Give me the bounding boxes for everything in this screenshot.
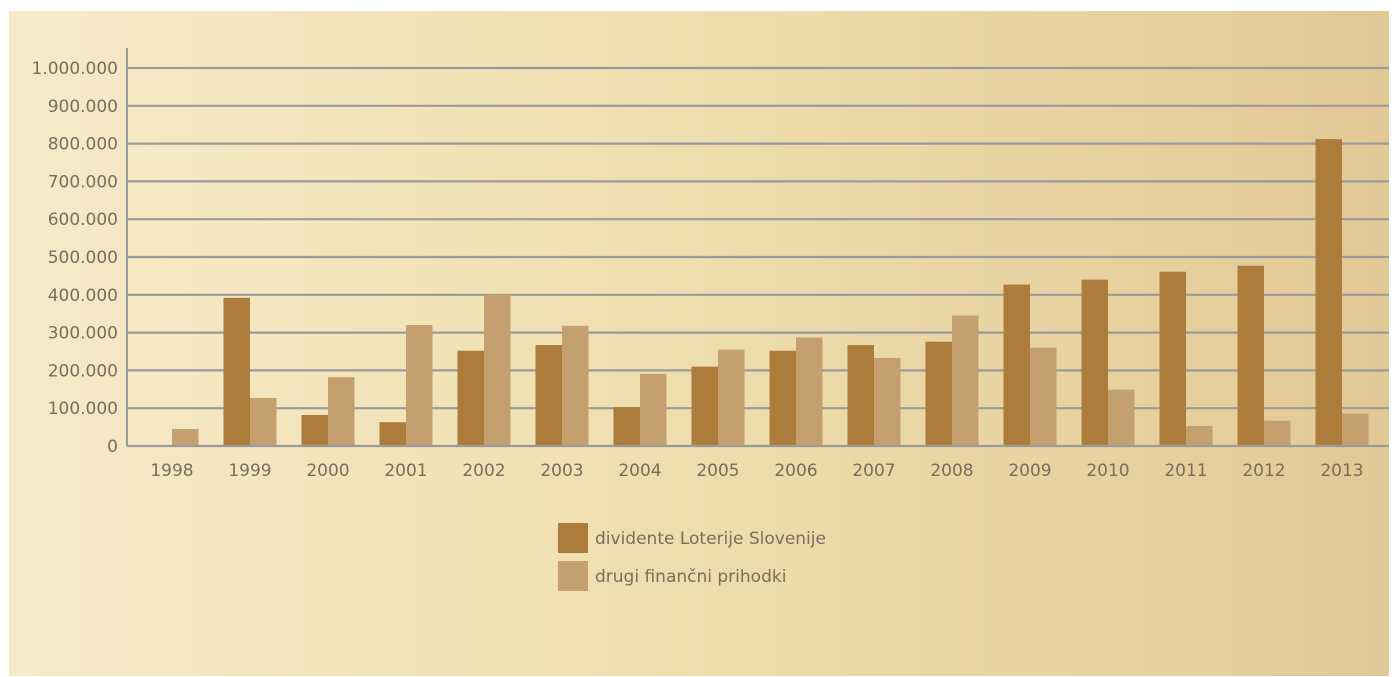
- y-tick-label: 0: [107, 437, 118, 457]
- x-tick-label: 2001: [384, 461, 427, 481]
- x-tick-labels: 1998 1999 2000 2001 2002 2003 2004 2005 2006 2007…: [150, 461, 1363, 481]
- x-tick-label: 2009: [1008, 461, 1051, 481]
- y-tick-label: 800.000: [48, 135, 118, 155]
- axes: [126, 48, 1389, 448]
- y-tick-label: 700.000: [48, 172, 118, 192]
- x-tick-label: 2000: [306, 461, 349, 481]
- x-tick-label: 2005: [696, 461, 739, 481]
- bar-other-income-2000: [328, 377, 355, 446]
- bar-dividends-2013: [1315, 139, 1342, 446]
- bar-other-income-2004: [640, 373, 667, 446]
- x-tick-label: 1998: [150, 461, 193, 481]
- x-tick-label: 1999: [228, 461, 271, 481]
- bar-other-income-2007: [874, 357, 901, 446]
- bar-dividends-2005: [691, 366, 718, 446]
- bar-dividends-2003: [535, 345, 562, 446]
- y-tick-label: 300.000: [48, 324, 118, 344]
- x-tick-label: 2002: [462, 461, 505, 481]
- y-tick-label: 500.000: [48, 248, 118, 268]
- bar-other-income-2003: [562, 325, 589, 446]
- x-tick-label: 2003: [540, 461, 583, 481]
- bar-dividends-1999: [223, 297, 250, 446]
- legend: dividente Loterije Slovenije drugi finanč…: [558, 523, 826, 591]
- grid-lines: [127, 66, 1389, 410]
- y-tick-label: 1.000.000: [31, 59, 118, 79]
- x-tick-label: 2013: [1320, 461, 1363, 481]
- bar-dividends-2010: [1081, 279, 1108, 446]
- y-tick-label: 900.000: [48, 97, 118, 117]
- x-tick-label: 2012: [1242, 461, 1285, 481]
- y-tick-label: 600.000: [48, 210, 118, 230]
- bar-dividends-2004: [613, 407, 640, 446]
- bar-other-income-1998: [172, 428, 199, 446]
- y-tick-label: 400.000: [48, 286, 118, 306]
- legend-swatch: [558, 523, 588, 553]
- bar-other-income-2005: [718, 349, 745, 446]
- x-tick-label: 2011: [1164, 461, 1207, 481]
- bar-dividends-2006: [769, 350, 796, 446]
- bar-dividends-2002: [457, 350, 484, 446]
- legend-swatch: [558, 561, 588, 591]
- bar-other-income-2012: [1264, 420, 1291, 446]
- x-tick-label: 2004: [618, 461, 661, 481]
- bar-dividends-2000: [301, 415, 328, 446]
- bar-dividends-2012: [1237, 265, 1264, 446]
- bar-other-income-2008: [952, 315, 979, 446]
- x-tick-label: 2007: [852, 461, 895, 481]
- bar-other-income-2009: [1030, 347, 1057, 446]
- bar-other-income-2002: [484, 294, 511, 446]
- bar-other-income-1999: [250, 397, 277, 446]
- y-tick-label: 100.000: [48, 399, 118, 419]
- bar-dividends-2008: [925, 341, 952, 446]
- legend-label: drugi finančni prihodki: [595, 567, 786, 587]
- x-tick-label: 2008: [930, 461, 973, 481]
- bars: [172, 139, 1369, 446]
- bar-other-income-2001: [406, 325, 433, 446]
- y-tick-label: 200.000: [48, 361, 118, 381]
- y-tick-labels: 0 100.000 200.000 300.000 400.000 500.000 600.…: [31, 59, 118, 457]
- bar-chart: 0 100.000 200.000 300.000 400.000 500.000 600.…: [31, 48, 1389, 591]
- bar-dividends-2001: [379, 422, 406, 446]
- legend-label: dividente Loterije Slovenije: [595, 529, 826, 549]
- chart-panel: 0 100.000 200.000 300.000 400.000 500.000 600.…: [9, 11, 1389, 676]
- bar-other-income-2006: [796, 337, 823, 446]
- x-tick-label: 2006: [774, 461, 817, 481]
- bar-dividends-2009: [1003, 284, 1030, 446]
- bar-dividends-2011: [1159, 271, 1186, 446]
- x-tick-label: 2010: [1086, 461, 1129, 481]
- bar-other-income-2013: [1342, 413, 1369, 446]
- bar-other-income-2011: [1186, 425, 1213, 446]
- bar-other-income-2010: [1108, 389, 1135, 446]
- bar-dividends-2007: [847, 345, 874, 446]
